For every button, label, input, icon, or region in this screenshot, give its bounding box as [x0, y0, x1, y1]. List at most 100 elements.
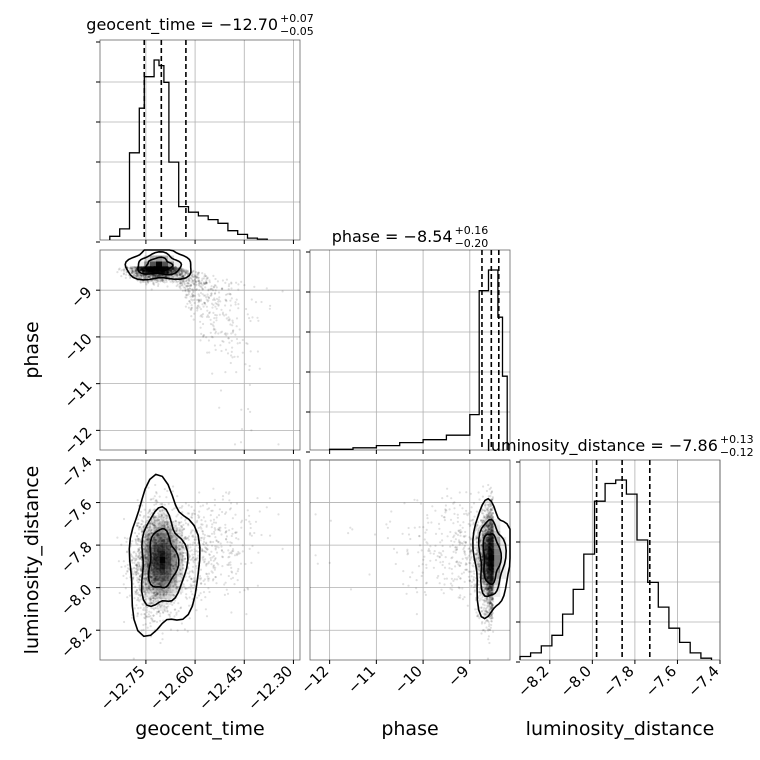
sample-point: [158, 267, 162, 270]
sample-point: [245, 307, 248, 311]
sample-point: [205, 502, 208, 505]
sample-point: [203, 301, 206, 304]
sample-point: [209, 514, 212, 517]
sample-point: [157, 512, 160, 515]
sample-point: [155, 612, 158, 615]
sample-point: [235, 317, 239, 320]
sample-point: [221, 495, 225, 498]
sample-point: [213, 568, 216, 571]
sample-point: [178, 282, 182, 285]
sample-point: [260, 533, 263, 537]
sample-point: [195, 306, 198, 309]
sample-point: [125, 273, 128, 276]
sample-point: [215, 319, 218, 322]
sample-point: [217, 303, 220, 306]
sample-point: [187, 522, 190, 526]
sample-point: [142, 603, 145, 607]
sample-point: [256, 584, 259, 587]
sample-point: [203, 301, 206, 305]
sample-point: [184, 290, 187, 293]
sample-point: [243, 284, 246, 287]
sample-point: [248, 364, 251, 368]
sample-point: [134, 585, 137, 588]
sample-point: [220, 287, 223, 290]
sample-point: [235, 337, 239, 341]
sample-point: [138, 585, 141, 588]
sample-point: [156, 275, 159, 278]
sample-point: [224, 348, 228, 351]
sample-point: [199, 536, 203, 540]
sample-point: [150, 270, 153, 273]
sample-point: [228, 529, 231, 532]
sample-point: [200, 282, 203, 285]
sample-point: [141, 266, 145, 269]
sample-point: [125, 577, 128, 580]
sample-point: [117, 268, 120, 271]
sample-point: [248, 547, 251, 551]
sample-point: [215, 551, 219, 554]
sample-point: [191, 279, 194, 282]
sample-point: [139, 273, 142, 276]
sample-point: [195, 565, 198, 568]
sample-point: [225, 535, 228, 538]
sample-point: [190, 577, 193, 580]
sample-point: [221, 287, 224, 291]
sample-point: [151, 275, 154, 279]
sample-point: [122, 273, 126, 276]
sample-point: [214, 332, 217, 335]
sample-point: [189, 550, 192, 553]
sample-point: [277, 513, 280, 516]
sample-point: [182, 275, 185, 278]
sample-point: [249, 350, 252, 353]
sample-point: [203, 273, 206, 276]
sample-point: [133, 597, 136, 600]
sample-point: [225, 538, 228, 541]
sample-point: [135, 269, 138, 272]
sample-point: [223, 593, 226, 597]
sample-point: [155, 607, 158, 610]
sample-point: [155, 270, 158, 273]
sample-point: [224, 523, 227, 526]
sample-point: [198, 510, 201, 513]
sample-point: [154, 267, 157, 270]
sample-point: [213, 498, 216, 501]
sample-point: [219, 573, 223, 576]
sample-point: [187, 567, 190, 570]
sample-point: [191, 593, 194, 596]
sample-point: [145, 270, 149, 273]
sample-point: [135, 272, 139, 275]
sample-point: [221, 565, 224, 568]
sample-point: [148, 270, 151, 273]
sample-point: [199, 568, 203, 571]
sample-point: [141, 274, 144, 277]
sample-point: [228, 318, 231, 321]
sample-point: [141, 271, 144, 274]
sample-point: [182, 286, 185, 289]
sample-point: [147, 281, 150, 284]
sample-point: [183, 585, 186, 588]
sample-point: [180, 516, 183, 519]
sample-point: [124, 565, 127, 568]
sample-point: [186, 536, 190, 540]
sample-point: [162, 274, 165, 277]
sample-point: [141, 268, 144, 271]
sample-point: [205, 615, 209, 618]
sample-point: [230, 611, 233, 614]
sample-point: [217, 563, 220, 566]
sample-point: [193, 301, 196, 305]
sample-point: [193, 281, 196, 284]
sample-point: [166, 271, 169, 274]
sample-point: [126, 563, 129, 567]
sample-point: [206, 544, 209, 547]
sample-point: [219, 526, 222, 529]
sample-point: [198, 300, 201, 303]
sample-point: [182, 268, 185, 272]
sample-point: [217, 304, 220, 307]
sample-point: [132, 273, 135, 276]
sample-point: [147, 613, 150, 616]
sample-point: [180, 269, 183, 272]
sample-point: [193, 553, 196, 556]
sample-point: [174, 266, 177, 269]
sample-point: [191, 293, 194, 296]
sample-point: [212, 328, 215, 331]
